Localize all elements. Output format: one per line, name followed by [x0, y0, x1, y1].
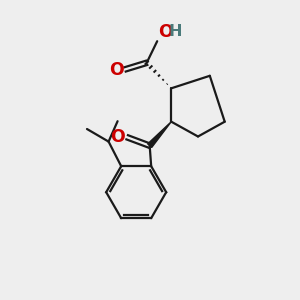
- Text: O: O: [109, 61, 124, 79]
- Text: H: H: [169, 24, 182, 39]
- Polygon shape: [148, 122, 171, 148]
- Text: O: O: [110, 128, 125, 146]
- Text: O: O: [158, 23, 172, 41]
